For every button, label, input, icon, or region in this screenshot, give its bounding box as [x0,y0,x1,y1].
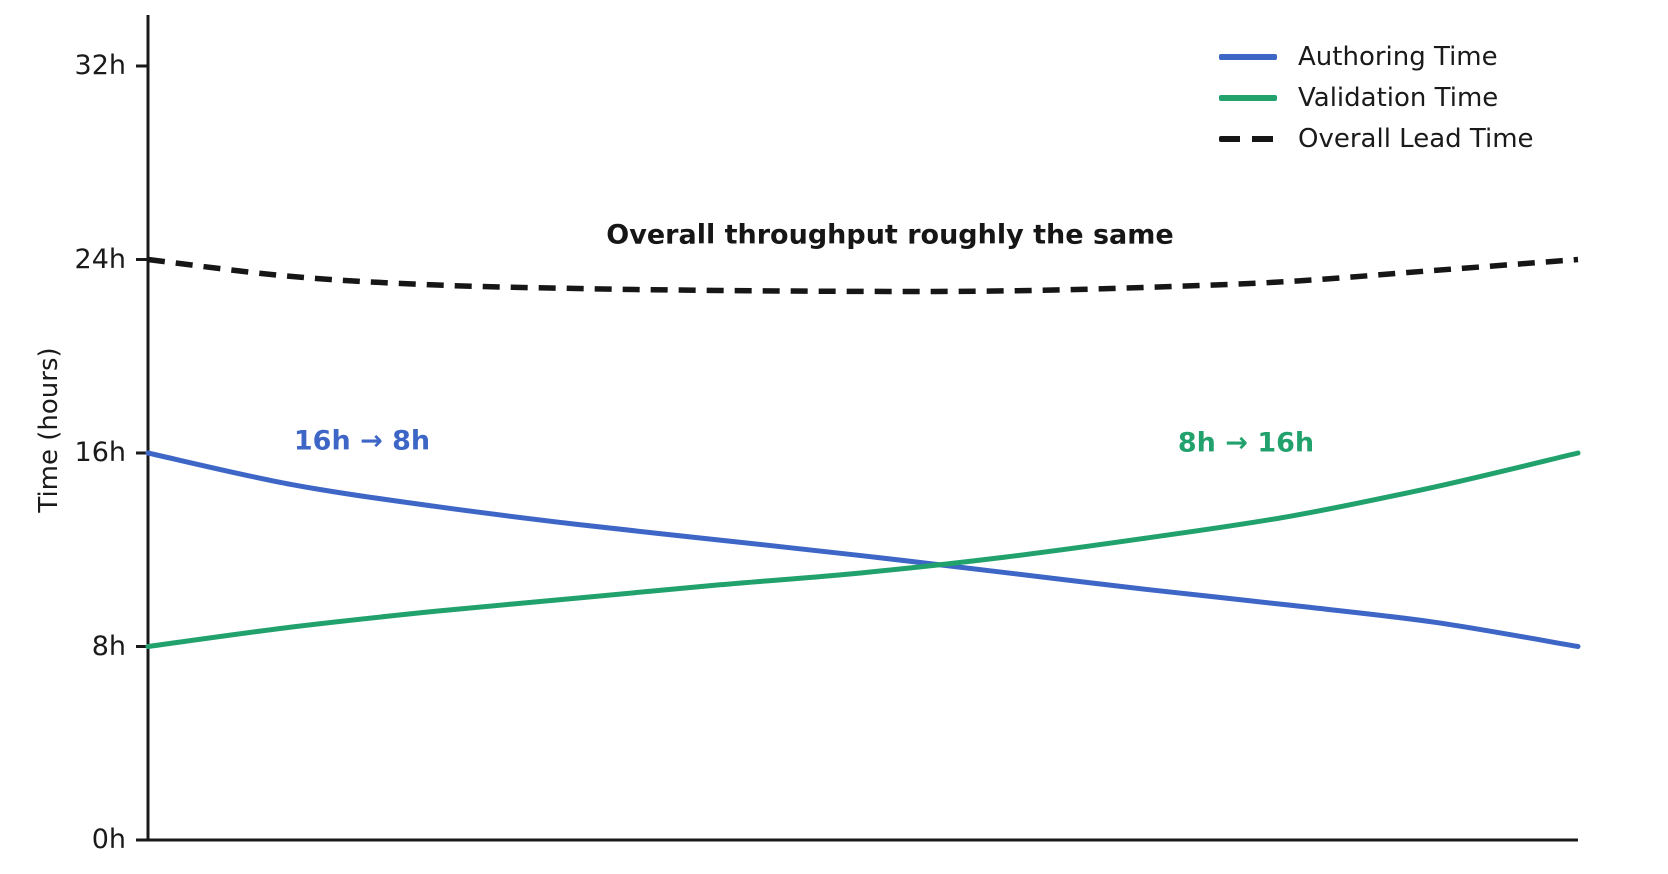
legend: Authoring Time Validation Time Overall L… [1219,36,1534,159]
annotation-overall-throughput: Overall throughput roughly the same [606,219,1174,251]
legend-label: Validation Time [1298,82,1499,113]
legend-item-overall-lead-time: Overall Lead Time [1219,118,1534,159]
y-tick-label-0h: 0h [91,824,126,855]
y-tick-label-24h: 24h [74,243,126,275]
legend-item-authoring-time: Authoring Time [1219,36,1534,77]
y-tick-label-32h: 32h [74,50,126,81]
legend-item-validation-time: Validation Time [1219,77,1534,118]
authoring-time-line [145,450,1581,649]
legend-label: Authoring Time [1298,41,1498,72]
y-tick-label-16h: 16h [74,437,126,468]
overall-lead-time-line [147,256,1579,295]
overall-lead-time-line-sample [1219,135,1277,142]
legend-label: Overall Lead Time [1298,123,1534,154]
annotation-authoring-change: 16h → 8h [293,425,431,457]
validation-time-line [145,450,1581,649]
authoring-time-line-sample [1219,53,1277,60]
y-axis-title: Time (hours) [34,347,64,513]
y-axis-tick-marks [136,64,149,842]
validation-time-line-sample [1219,94,1277,101]
y-tick-label-8h: 8h [91,630,126,662]
annotation-validation-change: 8h → 16h [1177,427,1315,459]
